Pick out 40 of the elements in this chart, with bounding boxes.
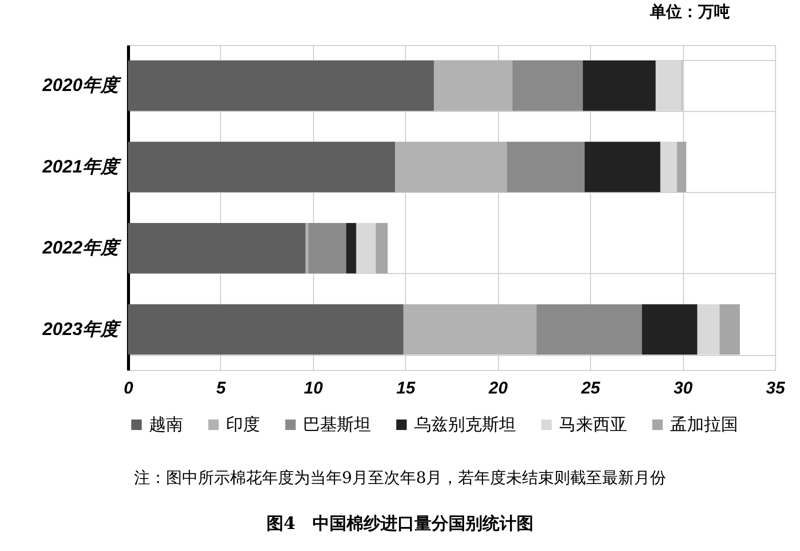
x-tick-label: 25 — [580, 378, 601, 398]
bar — [308, 222, 346, 274]
bar — [305, 222, 308, 274]
legend-label: 马来西亚 — [559, 414, 627, 435]
y-tick-label: 2020年度 — [41, 75, 122, 96]
bar — [376, 222, 388, 274]
bar — [128, 60, 434, 111]
x-tick-label: 5 — [216, 378, 226, 398]
text: 图4 中国棉纱进口量分国别统计图 — [266, 513, 534, 535]
text: 单位：万吨 — [650, 2, 730, 23]
bar — [582, 60, 656, 111]
text: 注：图中所示棉花年度为当年9月至次年8月，若年度未结束则截至最新月份 — [132, 468, 668, 489]
legend-label: 乌兹别克斯坦 — [414, 414, 516, 435]
bar — [506, 142, 585, 192]
bar — [403, 304, 537, 355]
bar — [128, 304, 404, 355]
bar — [720, 304, 740, 355]
bar — [346, 222, 356, 274]
legend-label: 越南 — [149, 414, 183, 435]
bar — [434, 60, 513, 111]
x-tick-label: 10 — [304, 378, 324, 398]
y-tick-label: 2021年度 — [41, 156, 122, 176]
legend-label: 孟加拉国 — [670, 414, 738, 435]
bar — [512, 60, 583, 111]
bar — [536, 304, 642, 355]
legend-label: 巴基斯坦 — [303, 414, 371, 435]
x-tick-label: 0 — [124, 378, 134, 398]
x-tick-label: 30 — [674, 378, 694, 398]
x-tick-label: 15 — [396, 378, 416, 398]
bar — [584, 142, 660, 192]
bar — [677, 142, 686, 192]
bar — [642, 304, 698, 355]
bar — [128, 142, 396, 192]
x-tick-label: 20 — [488, 378, 508, 398]
bar — [395, 142, 507, 192]
x-tick-label: 35 — [766, 378, 786, 398]
y-tick-label: 2022年度 — [41, 238, 122, 258]
legend-label: 印度 — [226, 414, 260, 435]
bar — [128, 222, 306, 274]
y-tick-label: 2023年度 — [41, 318, 122, 339]
